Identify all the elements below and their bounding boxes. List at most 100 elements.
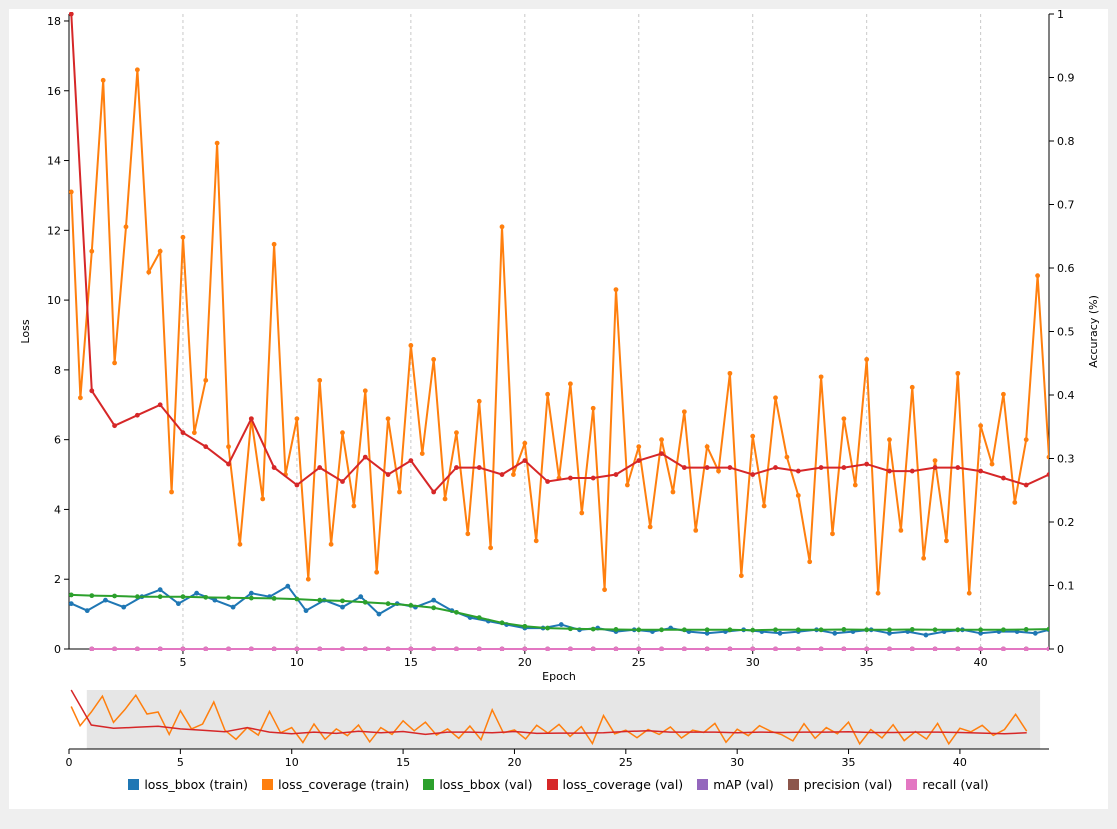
data-point[interactable] — [89, 388, 95, 394]
data-point[interactable] — [1023, 646, 1029, 652]
data-point[interactable] — [1001, 646, 1006, 652]
series-loss-coverage-train[interactable] — [69, 67, 1052, 596]
data-point[interactable] — [112, 423, 117, 429]
data-point[interactable] — [864, 627, 870, 633]
data-point[interactable] — [545, 646, 551, 652]
data-point[interactable] — [134, 67, 140, 73]
data-point[interactable] — [203, 377, 209, 383]
data-point[interactable] — [134, 646, 140, 652]
data-point[interactable] — [909, 627, 915, 632]
legend-item[interactable]: loss_bbox (val) — [423, 777, 533, 792]
data-point[interactable] — [932, 646, 938, 652]
data-point[interactable] — [545, 479, 551, 484]
legend-item[interactable]: loss_bbox (train) — [128, 777, 248, 792]
data-point[interactable] — [852, 482, 858, 488]
data-point[interactable] — [362, 454, 368, 460]
data-point[interactable] — [738, 573, 744, 579]
legend-item[interactable]: loss_coverage (train) — [262, 777, 409, 792]
data-point[interactable] — [579, 510, 585, 516]
data-point[interactable] — [659, 627, 664, 633]
data-point[interactable] — [317, 597, 323, 603]
data-point[interactable] — [203, 594, 209, 600]
data-point[interactable] — [932, 458, 938, 463]
data-point[interactable] — [1035, 273, 1041, 279]
data-point[interactable] — [454, 646, 459, 652]
data-point[interactable] — [362, 388, 368, 394]
data-point[interactable] — [476, 465, 482, 470]
data-point[interactable] — [408, 458, 414, 463]
data-point[interactable] — [636, 444, 642, 450]
data-point[interactable] — [271, 596, 277, 601]
data-point[interactable] — [157, 646, 163, 652]
data-point[interactable] — [431, 597, 437, 603]
data-point[interactable] — [305, 576, 311, 582]
data-point[interactable] — [103, 597, 108, 603]
data-point[interactable] — [818, 627, 824, 633]
data-point[interactable] — [100, 77, 106, 83]
data-point[interactable] — [659, 451, 664, 457]
data-point[interactable] — [1012, 500, 1018, 505]
data-point[interactable] — [624, 482, 630, 488]
data-point[interactable] — [727, 646, 733, 652]
data-point[interactable] — [978, 468, 984, 474]
data-point[interactable] — [636, 458, 642, 463]
data-point[interactable] — [545, 625, 551, 631]
data-point[interactable] — [978, 630, 984, 636]
data-point[interactable] — [385, 646, 391, 652]
data-point[interactable] — [214, 140, 220, 146]
data-point[interactable] — [773, 395, 778, 401]
data-point[interactable] — [864, 357, 870, 362]
data-point[interactable] — [69, 189, 74, 195]
data-point[interactable] — [408, 646, 414, 652]
data-point[interactable] — [773, 627, 778, 633]
data-point[interactable] — [704, 465, 710, 470]
data-point[interactable] — [989, 461, 995, 467]
data-point[interactable] — [704, 627, 710, 633]
data-point[interactable] — [408, 343, 414, 348]
data-point[interactable] — [112, 360, 117, 366]
data-point[interactable] — [887, 437, 892, 443]
data-point[interactable] — [887, 468, 892, 474]
data-point[interactable] — [955, 465, 961, 470]
data-point[interactable] — [340, 479, 345, 484]
data-point[interactable] — [567, 381, 573, 387]
data-point[interactable] — [681, 465, 687, 470]
data-point[interactable] — [613, 287, 619, 293]
legend-item[interactable]: precision (val) — [787, 777, 892, 792]
data-point[interactable] — [294, 482, 300, 488]
data-point[interactable] — [522, 458, 528, 463]
data-point[interactable] — [818, 374, 824, 380]
data-point[interactable] — [317, 377, 323, 383]
data-point[interactable] — [77, 395, 83, 401]
data-point[interactable] — [795, 468, 801, 474]
series-line[interactable] — [70, 13, 1049, 494]
data-point[interactable] — [351, 503, 357, 509]
data-point[interactable] — [340, 646, 345, 652]
data-point[interactable] — [226, 595, 231, 601]
data-point[interactable] — [488, 545, 494, 551]
data-point[interactable] — [285, 583, 291, 589]
data-point[interactable] — [659, 646, 664, 652]
data-point[interactable] — [1046, 646, 1052, 652]
data-point[interactable] — [194, 590, 200, 596]
data-point[interactable] — [818, 465, 824, 470]
data-point[interactable] — [590, 646, 596, 652]
data-point[interactable] — [944, 538, 949, 544]
data-point[interactable] — [408, 602, 414, 608]
data-point[interactable] — [590, 626, 596, 632]
data-point[interactable] — [841, 627, 847, 632]
data-point[interactable] — [773, 646, 778, 652]
data-point[interactable] — [830, 531, 835, 537]
data-point[interactable] — [978, 627, 984, 633]
data-point[interactable] — [499, 472, 505, 477]
data-point[interactable] — [693, 527, 699, 533]
data-point[interactable] — [761, 503, 767, 509]
data-point[interactable] — [157, 594, 163, 600]
data-point[interactable] — [613, 472, 619, 477]
data-point[interactable] — [716, 468, 721, 474]
data-point[interactable] — [522, 440, 528, 446]
data-point[interactable] — [248, 646, 254, 652]
data-point[interactable] — [567, 475, 573, 481]
data-point[interactable] — [923, 632, 929, 638]
